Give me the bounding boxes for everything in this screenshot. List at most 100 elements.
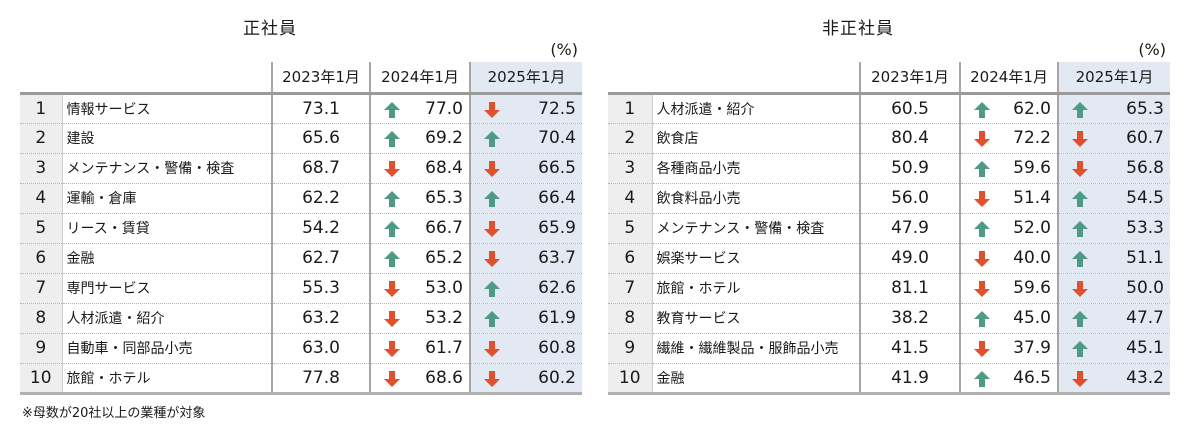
rank-cell: 4: [608, 183, 653, 214]
value-2025-cell: 66.4: [469, 183, 582, 214]
value-2024: 37.9: [1013, 338, 1051, 358]
value-2024: 51.4: [1013, 188, 1051, 208]
value-2025: 51.1: [1126, 248, 1164, 268]
value-2024-cell: 62.0: [959, 91, 1058, 124]
value-2024-cell: 61.7: [369, 333, 470, 364]
table-body: 1 人材派遣・紹介 60.5 62.0 65.3 2 飲食店 80.4 72.2 60.7 3 各種商…: [608, 91, 1170, 395]
arrow-up-icon: [1071, 190, 1089, 208]
value-2024-cell: 59.6: [959, 273, 1058, 304]
arrow-up-icon: [483, 310, 501, 328]
value-2025-cell: 65.3: [1057, 91, 1170, 124]
value-2024-cell: 68.4: [369, 153, 470, 184]
industry-cell: 建設: [62, 123, 272, 154]
unit-label: (%): [550, 40, 578, 59]
value-2023-cell: 77.8: [271, 363, 370, 395]
arrow-down-icon: [483, 220, 501, 238]
header-row: 2023年1月 2024年1月 2025年1月: [608, 62, 1170, 93]
footnote: ※母数が20社以上の業種が対象: [22, 406, 206, 421]
value-2025-cell: 62.6: [469, 273, 582, 304]
table-row: 9 繊維・繊維製品・服飾品小売 41.5 37.9 45.1: [608, 333, 1170, 364]
arrow-up-icon: [1071, 340, 1089, 358]
value-2025-cell: 70.4: [469, 123, 582, 154]
rank-cell: 9: [20, 333, 63, 364]
rank-cell: 9: [608, 333, 653, 364]
arrow-up-icon: [1071, 310, 1089, 328]
value-2025: 66.4: [538, 188, 576, 208]
panel-title: 非正社員: [822, 19, 894, 39]
rank-header: [608, 62, 652, 93]
arrow-down-icon: [973, 250, 991, 268]
industry-cell: 専門サービス: [62, 273, 272, 304]
arrow-down-icon: [483, 340, 501, 358]
regular-employee-table: 2023年1月 2024年1月 2025年1月 1 情報サービス 73.1 77.0 7…: [20, 62, 582, 395]
rank-cell: 3: [20, 153, 63, 184]
industry-cell: メンテナンス・警備・検査: [62, 153, 272, 184]
rank-cell: 8: [608, 303, 653, 334]
value-2025-cell: 66.5: [469, 153, 582, 184]
arrow-up-icon: [483, 280, 501, 298]
value-2025-cell: 50.0: [1057, 273, 1170, 304]
value-2024-cell: 45.0: [959, 303, 1058, 334]
value-2024: 68.6: [425, 367, 463, 388]
value-2024-cell: 52.0: [959, 213, 1058, 244]
column-header-2025: 2025年1月: [469, 62, 582, 93]
arrow-up-icon: [483, 130, 501, 148]
value-2024: 61.7: [425, 338, 463, 358]
value-2025: 43.2: [1126, 367, 1164, 388]
value-2024-cell: 65.2: [369, 243, 470, 274]
value-2025: 72.5: [538, 98, 576, 119]
arrow-down-icon: [383, 340, 401, 358]
arrow-down-icon: [1071, 370, 1089, 388]
value-2023-cell: 55.3: [271, 273, 370, 304]
value-2024-cell: 65.3: [369, 183, 470, 214]
value-2023-cell: 38.2: [859, 303, 960, 334]
value-2025-cell: 60.2: [469, 363, 582, 395]
value-2023-cell: 73.1: [271, 91, 370, 124]
rank-cell: 10: [20, 363, 63, 395]
value-2024-cell: 40.0: [959, 243, 1058, 274]
industry-header: [652, 62, 860, 93]
arrow-down-icon: [1071, 160, 1089, 178]
industry-cell: リース・賃貸: [62, 213, 272, 244]
industry-cell: 人材派遣・紹介: [652, 91, 860, 124]
value-2024: 53.0: [425, 278, 463, 298]
arrow-down-icon: [383, 370, 401, 388]
table-row: 3 メンテナンス・警備・検査 68.7 68.4 66.5: [20, 153, 582, 184]
value-2025: 65.3: [1126, 98, 1164, 119]
value-2025: 65.9: [538, 218, 576, 238]
industry-cell: 繊維・繊維製品・服飾品小売: [652, 333, 860, 364]
value-2024-cell: 59.6: [959, 153, 1058, 184]
rank-cell: 6: [20, 243, 63, 274]
arrow-down-icon: [483, 370, 501, 388]
rank-header: [20, 62, 62, 93]
value-2025: 70.4: [538, 128, 576, 148]
value-2024: 68.4: [425, 158, 463, 178]
value-2025-cell: 56.8: [1057, 153, 1170, 184]
arrow-up-icon: [973, 310, 991, 328]
value-2025: 60.7: [1126, 128, 1164, 148]
arrow-up-icon: [383, 220, 401, 238]
value-2024: 45.0: [1013, 308, 1051, 328]
arrow-down-icon: [1071, 130, 1089, 148]
arrow-down-icon: [483, 160, 501, 178]
industry-header: [62, 62, 272, 93]
value-2025: 61.9: [538, 308, 576, 328]
value-2023-cell: 62.2: [271, 183, 370, 214]
value-2025-cell: 45.1: [1057, 333, 1170, 364]
rank-cell: 10: [608, 363, 653, 395]
header-row: 2023年1月 2024年1月 2025年1月: [20, 62, 582, 93]
value-2025: 66.5: [538, 158, 576, 178]
value-2025: 50.0: [1126, 278, 1164, 298]
table-row: 7 旅館・ホテル 81.1 59.6 50.0: [608, 273, 1170, 304]
value-2024: 72.2: [1013, 128, 1051, 148]
value-2023-cell: 68.7: [271, 153, 370, 184]
value-2025: 53.3: [1126, 218, 1164, 238]
value-2024: 69.2: [425, 128, 463, 148]
value-2025-cell: 72.5: [469, 91, 582, 124]
column-header-2023: 2023年1月: [271, 62, 370, 93]
rank-cell: 7: [20, 273, 63, 304]
value-2024: 59.6: [1013, 158, 1051, 178]
table-row: 5 メンテナンス・警備・検査 47.9 52.0 53.3: [608, 213, 1170, 244]
industry-cell: 教育サービス: [652, 303, 860, 334]
value-2025: 62.6: [538, 278, 576, 298]
